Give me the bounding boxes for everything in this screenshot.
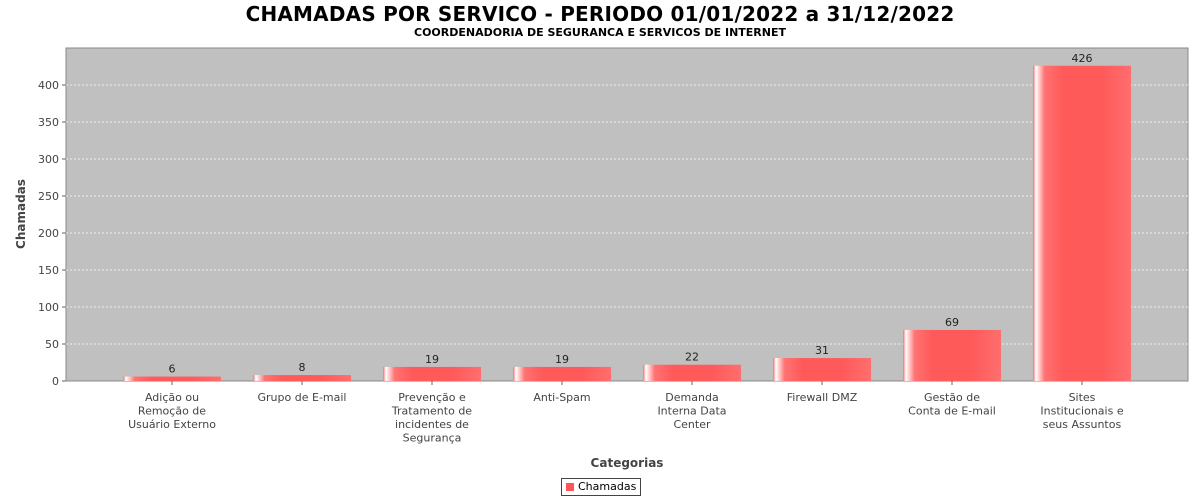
bar: [903, 329, 1001, 381]
data-label: 6: [169, 363, 176, 376]
bar: [643, 364, 741, 381]
x-tick-label: Sites Institucionais e seus Assuntos: [1040, 391, 1123, 431]
x-tick-label: Grupo de E-mail: [258, 391, 347, 404]
data-label: 19: [425, 353, 439, 366]
bar: [123, 376, 221, 381]
bars: 6 8 19 19 22 31 69 426: [123, 52, 1131, 381]
legend-swatch: [566, 483, 574, 491]
x-tick-label: Demanda Interna Data Center: [657, 391, 726, 431]
data-label: 8: [299, 361, 306, 374]
x-tick-label: Gestão de Conta de E-mail: [908, 391, 996, 418]
data-label: 426: [1072, 52, 1093, 65]
y-tick-label: 350: [38, 116, 59, 129]
x-tick-label: Adição ou Remoção de Usuário Externo: [128, 391, 216, 431]
bar: [1033, 65, 1131, 381]
data-label: 31: [815, 344, 829, 357]
y-tick-label: 400: [38, 79, 59, 92]
legend: Chamadas: [561, 478, 642, 496]
x-tick-label: Firewall DMZ: [787, 391, 858, 404]
bar: [773, 358, 871, 381]
data-label: 69: [945, 316, 959, 329]
y-tick-label: 250: [38, 190, 59, 203]
chart-subtitle: COORDENADORIA DE SEGURANCA E SERVICOS DE…: [414, 26, 786, 39]
y-tick-label: 50: [45, 338, 59, 351]
x-tick-label: Prevenção e Tratamento de incidentes de Seg…: [391, 391, 472, 445]
y-tick-label: 100: [38, 301, 59, 314]
x-axis-label: Categorias: [591, 456, 664, 470]
data-label: 19: [555, 353, 569, 366]
legend-label: Chamadas: [578, 480, 637, 493]
plot-area: [65, 47, 1189, 382]
chart-title: CHAMADAS POR SERVICO - PERIODO 01/01/202…: [245, 2, 955, 26]
bar: [253, 375, 351, 381]
y-tick-label: 0: [52, 375, 59, 388]
y-tick-label: 200: [38, 227, 59, 240]
x-axis: Adição ou Remoção de Usuário Externo Grupo …: [128, 381, 1124, 445]
y-axis-label: Chamadas: [14, 179, 28, 249]
y-tick-label: 300: [38, 153, 59, 166]
bar: [513, 366, 611, 381]
y-tick-label: 150: [38, 264, 59, 277]
x-tick-label: Anti-Spam: [533, 391, 590, 404]
bar: [383, 366, 481, 381]
y-axis: 0 50 100 150 200 250 300 350 400: [38, 79, 66, 388]
gridlines: [66, 84, 1188, 345]
data-label: 22: [685, 351, 699, 364]
